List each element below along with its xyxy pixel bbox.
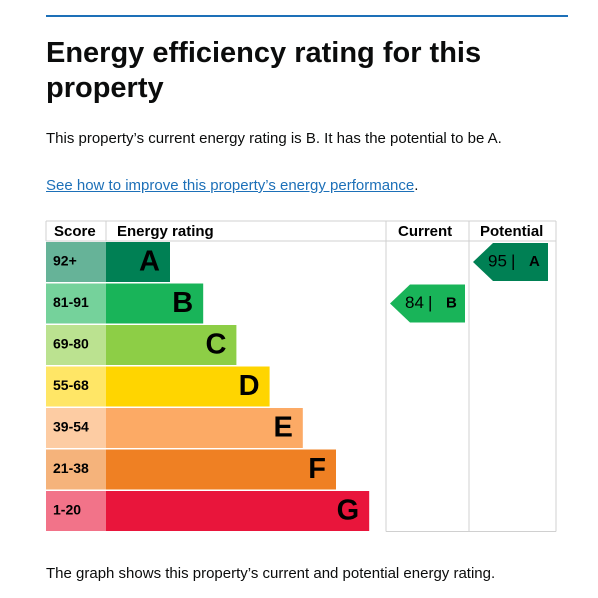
rating-bar <box>106 325 237 365</box>
improve-link[interactable]: See how to improve this property’s energ… <box>46 177 415 194</box>
potential-band: A <box>529 253 540 270</box>
intro: This property’s current energy rating is… <box>46 130 502 147</box>
current-separator: | <box>428 293 432 312</box>
potential-arrow <box>473 243 548 281</box>
score-cell <box>46 366 106 407</box>
rating-bar <box>106 366 270 407</box>
rating-letter: A <box>139 246 160 278</box>
current-band: B <box>446 294 457 311</box>
current-arrow <box>390 284 465 323</box>
score-range: 81-91 <box>53 294 89 310</box>
column-header: Current <box>398 223 452 240</box>
score-range: 92+ <box>53 253 77 269</box>
score-range: 39-54 <box>53 419 89 435</box>
potential-score: 95 <box>488 251 507 270</box>
current-score: 84 <box>405 293 424 312</box>
rating-letter: D <box>239 370 260 402</box>
score-cell <box>46 283 106 324</box>
score-range: 1-20 <box>53 502 81 518</box>
score-cell <box>46 242 106 282</box>
score-range: 21-38 <box>53 460 89 476</box>
rating-bar <box>106 242 170 282</box>
rating-letter: G <box>337 495 360 527</box>
section-rule <box>46 15 568 17</box>
column-header: Potential <box>480 223 543 240</box>
score-cell <box>46 408 106 448</box>
score-cell <box>46 449 106 490</box>
rating-letter: C <box>205 329 226 361</box>
column-header: Energy rating <box>117 223 214 240</box>
footer: The graph shows this property’s current … <box>46 565 496 582</box>
score-cell <box>46 491 106 531</box>
score-range: 55-68 <box>53 377 89 393</box>
rating-letter: B <box>172 287 193 319</box>
link-line: See how to improve this property’s energ… <box>46 177 418 194</box>
score-cell <box>46 325 106 365</box>
rating-letter: E <box>273 412 292 444</box>
heading: Energy efficiency rating for this proper… <box>46 37 482 104</box>
rating-bar <box>106 408 303 448</box>
link-period: . <box>414 177 419 194</box>
rating-bar <box>106 491 370 531</box>
potential-separator: | <box>511 251 515 270</box>
rating-bar <box>106 283 204 324</box>
rating-letter: F <box>308 453 326 485</box>
rating-bar <box>106 449 336 490</box>
column-header: Score <box>54 223 96 240</box>
score-range: 69-80 <box>53 336 89 352</box>
